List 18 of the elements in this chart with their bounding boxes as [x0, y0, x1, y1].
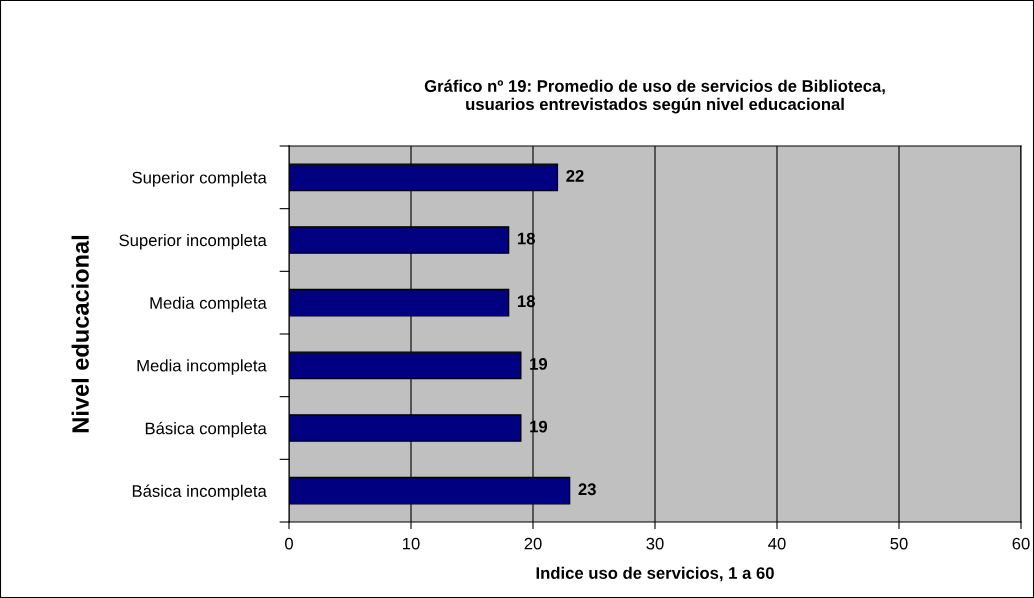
data-label: 22	[566, 170, 584, 182]
x-tick-label: 60	[1012, 537, 1030, 550]
x-tick-label: 40	[768, 537, 786, 550]
y-tick-label: Media incompleta	[137, 359, 267, 375]
y-tick-label: Media completa	[150, 296, 267, 313]
x-tick-label: 20	[524, 537, 542, 550]
chart-title: Gráfico nº 19: Promedio de uso de servicios de Biblioteca, usuarios entrevistados según nivel educacional	[424, 79, 885, 114]
x-tick-label: 0	[285, 537, 293, 550]
y-tick-label: Superior incompleta	[119, 233, 267, 250]
data-label: 23	[578, 483, 596, 496]
y-axis-title: Nivel educacional	[71, 235, 89, 433]
y-tick-label: Superior completa	[132, 171, 267, 187]
x-tick-label: 10	[403, 537, 420, 550]
x-tick-label: 30	[646, 537, 664, 550]
y-tick-label: Básica completa	[145, 421, 267, 438]
x-axis-title: Indice uso de servicios, 1 a 60	[536, 566, 774, 582]
y-tick-label: Básica incompleta	[132, 484, 267, 501]
x-tick-label: 50	[890, 537, 908, 550]
